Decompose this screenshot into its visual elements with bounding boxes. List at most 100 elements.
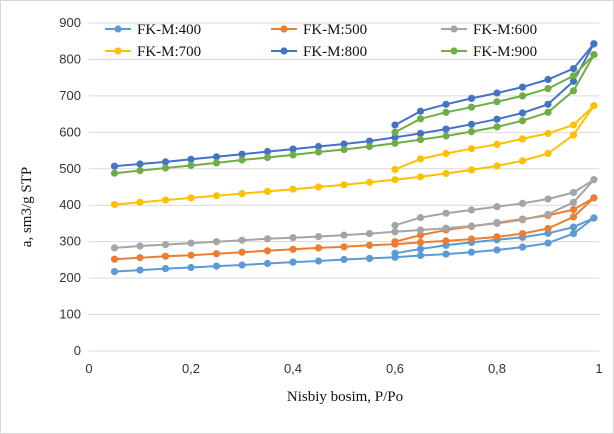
- series-4: [110, 102, 598, 209]
- data-point: [340, 243, 348, 251]
- x-tick-label: 0: [85, 361, 92, 376]
- data-point: [110, 169, 119, 177]
- data-point: [110, 244, 119, 252]
- data-point: [467, 248, 476, 256]
- legend-label: FK-M:500: [303, 22, 367, 38]
- data-point: [238, 150, 246, 158]
- data-point: [569, 77, 578, 85]
- data-point: [161, 252, 170, 260]
- data-point: [161, 158, 170, 166]
- series-1: [110, 214, 598, 276]
- legend-swatch-marker: [280, 25, 288, 33]
- data-point: [416, 245, 425, 253]
- data-point: [416, 231, 425, 239]
- data-point: [314, 142, 323, 151]
- data-point: [314, 148, 323, 156]
- data-point: [391, 221, 399, 229]
- data-point: [212, 238, 221, 246]
- series-line-adsorption: [114, 43, 595, 168]
- data-point: [238, 248, 246, 256]
- data-point: [161, 164, 170, 172]
- x-tick-label: 0,2: [182, 361, 200, 376]
- x-tick-label: 0,4: [284, 361, 302, 376]
- data-point: [391, 238, 399, 246]
- data-point: [442, 149, 450, 158]
- data-point: [161, 265, 170, 273]
- y-tick-label: 700: [59, 88, 81, 103]
- data-point: [263, 259, 272, 268]
- legend-swatch-marker: [114, 25, 122, 33]
- data-point: [416, 136, 425, 144]
- data-point: [238, 236, 246, 244]
- data-point: [467, 166, 476, 174]
- data-point: [544, 210, 552, 218]
- legend-label: FK-M:900: [473, 44, 537, 60]
- y-tick-label: 400: [59, 197, 81, 212]
- data-point: [110, 255, 119, 263]
- data-point: [416, 129, 425, 137]
- data-point: [238, 190, 246, 198]
- data-point: [238, 261, 246, 269]
- data-point: [136, 242, 144, 250]
- data-point: [340, 181, 348, 189]
- data-point: [518, 157, 527, 165]
- data-point: [263, 247, 272, 255]
- data-point: [110, 162, 119, 170]
- data-point: [340, 140, 348, 148]
- data-point: [187, 155, 195, 163]
- x-tick-label: 0,6: [386, 361, 404, 376]
- data-point: [187, 263, 195, 272]
- data-point: [544, 100, 552, 108]
- data-point: [442, 108, 450, 116]
- legend: FK-M:400 FK-M:500 FK-M:600 FK-M:700 FK-M:800…: [105, 22, 537, 60]
- data-point: [544, 108, 552, 116]
- data-point: [391, 128, 399, 136]
- data-point: [391, 139, 399, 147]
- data-point: [569, 72, 578, 80]
- data-point: [212, 159, 221, 167]
- data-point: [569, 65, 578, 73]
- data-point: [518, 92, 527, 100]
- legend-item: FK-M:700: [105, 44, 201, 60]
- data-point: [544, 224, 552, 233]
- data-point: [365, 254, 374, 262]
- data-point: [416, 173, 425, 181]
- y-tick-label: 300: [59, 234, 81, 249]
- data-point: [544, 85, 552, 93]
- data-point: [493, 123, 501, 131]
- legend-item: FK-M:500: [271, 22, 367, 38]
- data-point: [416, 251, 425, 260]
- y-tick-label: 600: [59, 124, 81, 139]
- data-point: [263, 235, 272, 243]
- data-point: [365, 142, 374, 151]
- y-tick-label: 200: [59, 270, 81, 285]
- data-point: [365, 241, 374, 249]
- data-point: [416, 107, 425, 115]
- y-tick-labels: 0 100 200 300 400 500 600 700 800 900: [59, 15, 81, 358]
- series-line-adsorption: [114, 179, 595, 249]
- data-point: [442, 100, 450, 108]
- legend-label: FK-M:600: [473, 22, 537, 38]
- data-point: [590, 40, 598, 48]
- data-point: [518, 199, 527, 207]
- data-point: [493, 115, 501, 123]
- data-point: [289, 245, 297, 253]
- data-point: [442, 125, 450, 133]
- data-point: [212, 262, 221, 270]
- series-line-adsorption: [114, 105, 595, 206]
- y-tick-label: 900: [59, 15, 81, 30]
- legend-item: FK-M:600: [441, 22, 537, 38]
- data-point: [467, 206, 476, 214]
- data-point: [569, 230, 578, 238]
- data-point: [136, 198, 144, 206]
- legend-item: FK-M:900: [441, 44, 537, 60]
- series-2: [110, 194, 598, 263]
- data-point: [442, 237, 450, 245]
- data-point: [493, 246, 501, 254]
- data-point: [569, 213, 578, 221]
- data-point: [544, 75, 552, 84]
- data-point: [518, 83, 527, 91]
- data-point: [161, 196, 170, 204]
- data-point: [289, 151, 297, 159]
- data-point: [467, 222, 476, 230]
